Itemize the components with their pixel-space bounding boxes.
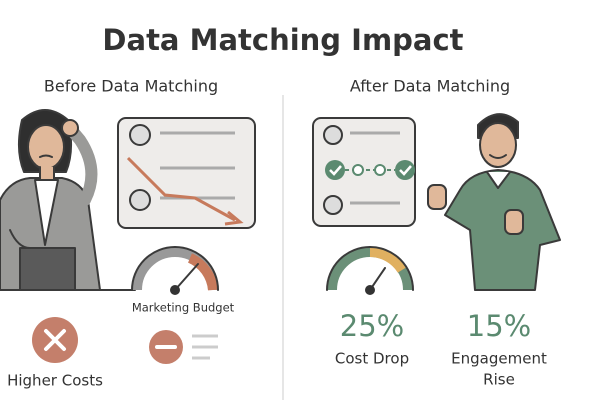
stressed-person	[0, 109, 101, 291]
after-heading: After Data Matching	[350, 77, 510, 96]
stat-value: 25%	[340, 309, 404, 343]
stat-value: 15%	[467, 309, 531, 343]
stat-label: Engagement	[451, 350, 547, 368]
minus-icon	[149, 330, 218, 364]
stats: 25% Cost Drop 15% Engagement Rise	[335, 309, 547, 389]
stat-label: Rise	[483, 371, 515, 389]
outcome-label: Higher Costs	[7, 372, 103, 390]
data-card-after	[312, 117, 416, 227]
cost-icon	[32, 317, 78, 363]
happy-person	[427, 113, 561, 291]
savings-gauge	[326, 246, 414, 295]
data-card-before	[117, 117, 256, 229]
gauge-label: Marketing Budget	[132, 301, 235, 315]
budget-gauge	[131, 246, 219, 295]
before-heading: Before Data Matching	[44, 77, 218, 96]
title: Data Matching Impact	[102, 23, 463, 57]
stat-label: Cost Drop	[335, 350, 409, 368]
